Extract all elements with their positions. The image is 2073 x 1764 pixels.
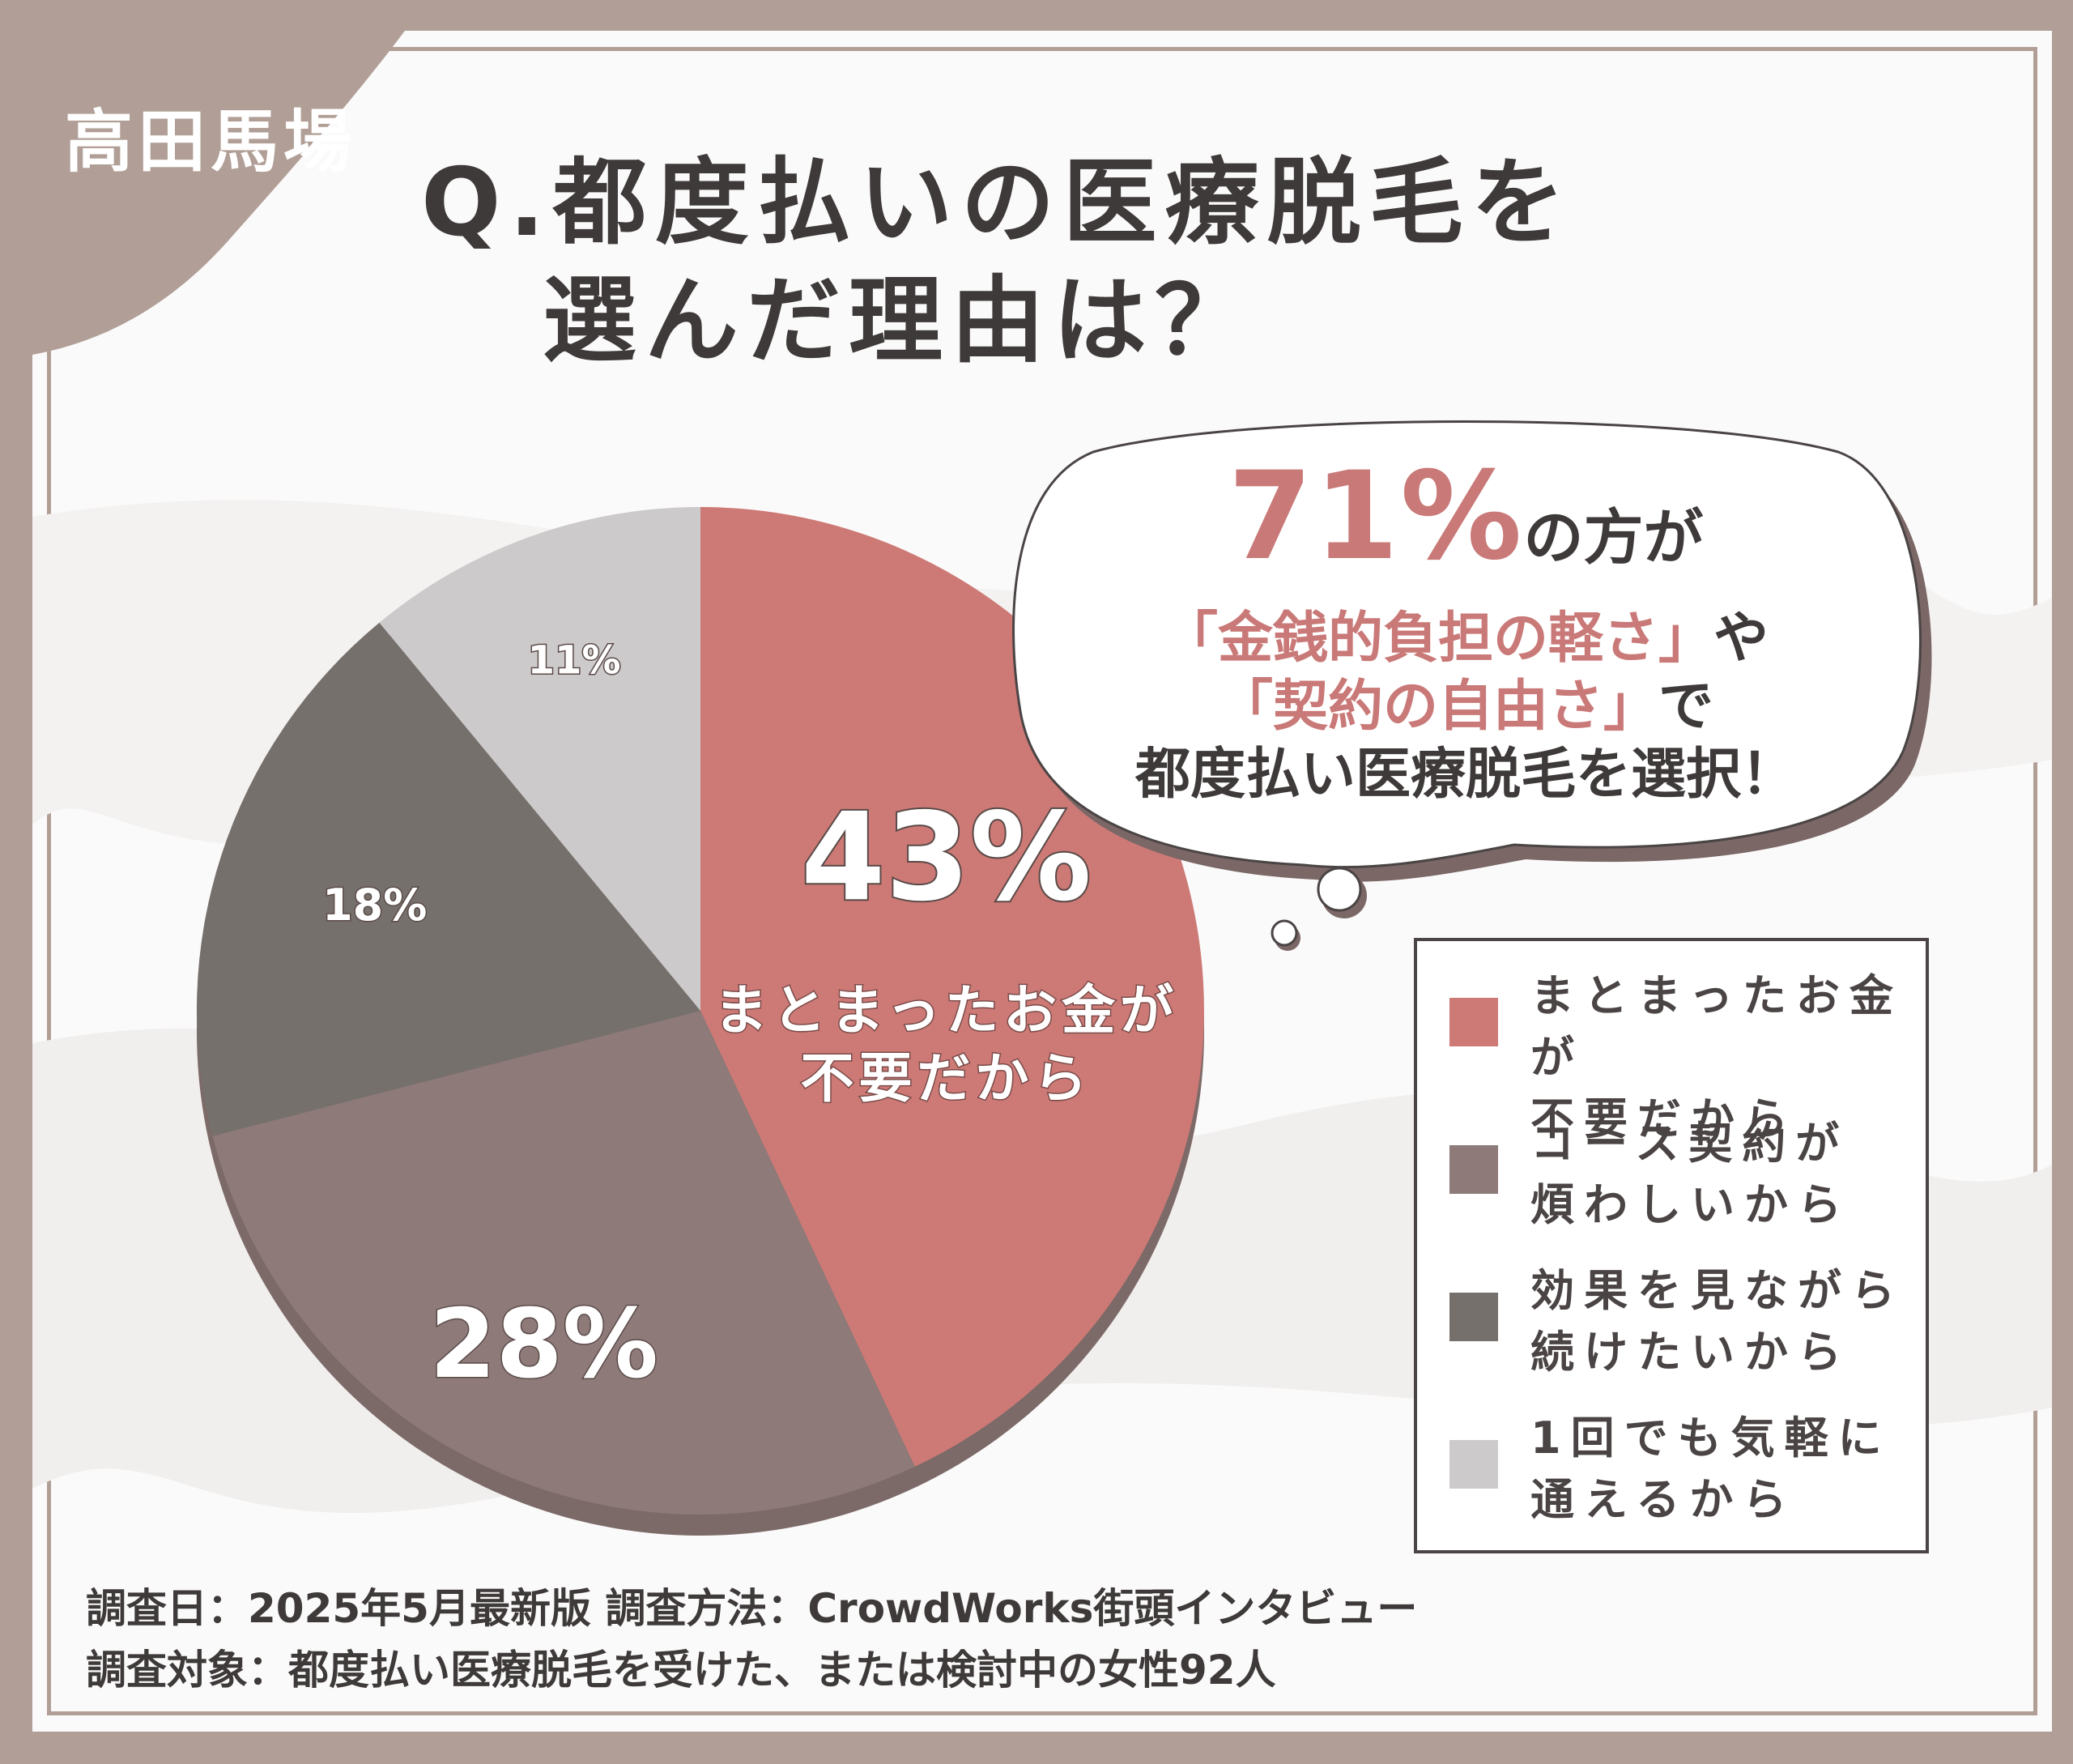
speech-bubble [1012,420,1932,951]
legend-swatch-4 [1449,1440,1498,1489]
callout-line-4: 都度払い医療脱毛を選択！ [1134,743,1796,807]
footer-line-2: 調査対象：都度払い医療脱毛を受けた、または検討中の女性92人 [86,1647,1276,1694]
pie-slice-3 [196,622,700,1136]
callout-line-1-suffix: の方が [1523,503,1704,573]
pie-inline-caption-2: 不要だから [801,1047,1092,1110]
pie-slice-2 [212,1011,915,1515]
legend-swatch-3 [1449,1293,1498,1341]
pie-slice-label-4: 11% [528,638,621,684]
pie-slice-4 [379,507,700,1011]
legend-swatch-1 [1449,998,1498,1046]
callout-text: 71%の方が 「金銭的負担の軽さ」や 「契約の自由さ」で 都度払い医療脱毛を選択… [996,452,1935,809]
legend-label-2: コース契約が 煩わしいから [1530,1118,1851,1230]
title-line-2: 選んだ理由は？ [543,266,1257,376]
callout-quote-1: 「金銭的負担の軽さ」 [1162,607,1713,671]
callout-line-3: 「契約の自由さ」で [996,673,1935,741]
page-title: Q.都度払いの医療脱毛を 選んだ理由は？ [421,144,1573,381]
callout-percent: 71% [1228,446,1524,587]
legend-label-1: まとまったお金が 不要だから [1530,970,1903,1144]
pie-slice-label-1: 43% [801,787,1092,928]
pie-slice-label-2: 28% [429,1288,658,1400]
legend-item-4: 1回でも気軽に 通えるから [1449,1408,1919,1553]
pie-slice-label-3: 18% [322,880,427,931]
callout-line-2-suffix: や [1713,607,1769,671]
legend-item-1: まとまったお金が 不要だから [1449,965,1919,1144]
legend-label-3: 効果を見ながら 続けたいから [1530,1265,1905,1378]
infographic-card: 高田馬場 Q.都度払いの医療脱毛を 選んだ理由は？ 43% まとまったお金が 不要だ… [32,31,2052,1732]
legend-item-2: コース契約が 煩わしいから [1449,1113,1919,1259]
pie-inline-caption-1: まとまったお金が [714,979,1178,1042]
chart-legend: まとまったお金が 不要だから コース契約が 煩わしいから 効果を見ながら 続けたいから… [1414,938,1929,1553]
callout-line-1: 71%の方が [996,452,1935,605]
footer-line-1: 調査日：2025年5月最新版 調査方法：CrowdWorks街頭インタビュー [86,1585,1418,1632]
corner-tag-shape [32,31,405,355]
legend-item-3: 効果を見ながら 続けたいから [1449,1260,1919,1406]
callout-line-2: 「金銭的負担の軽さ」や [996,605,1935,673]
legend-swatch-2 [1449,1145,1498,1194]
callout-line-3-suffix: で [1658,675,1714,739]
callout-quote-2: 「契約の自由さ」 [1217,675,1658,739]
title-line-1: Q.都度払いの医療脱毛を [421,148,1573,258]
legend-label-4: 1回でも気軽に 通えるから [1530,1412,1892,1525]
location-tag: 高田馬場 [65,102,357,181]
